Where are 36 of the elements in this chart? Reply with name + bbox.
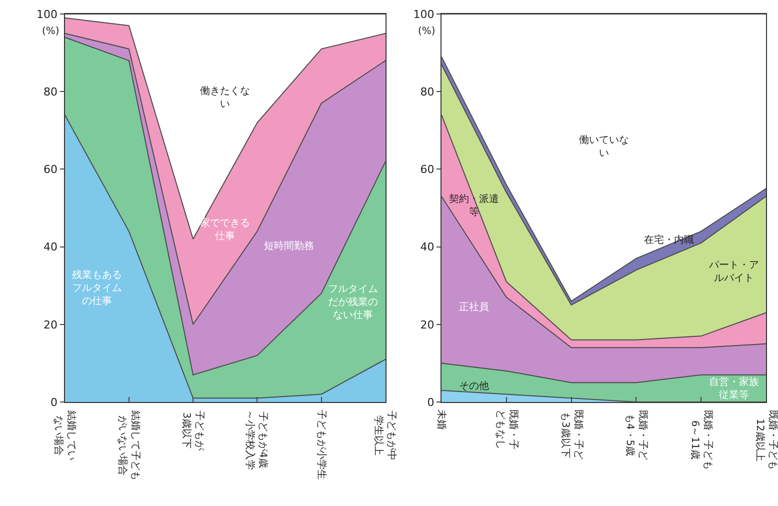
y-tick-label: 40: [44, 240, 58, 254]
y-tick-label: 0: [50, 396, 58, 409]
y-axis-title: (%): [418, 26, 436, 37]
y-tick-label: 0: [427, 396, 434, 409]
y-axis-title: (%): [42, 26, 60, 37]
x-tick-label: 既婚・子ども4・5歳: [624, 410, 648, 460]
x-tick-label: 既婚・子ども3歳以下: [559, 410, 584, 460]
x-tick-label: 既婚・子ども12歳以上: [754, 410, 778, 470]
series-label: その他: [459, 380, 489, 392]
x-tick-label: 子どもが4歳～小学校入学: [244, 410, 270, 470]
series-label: 契約・派遣等: [449, 193, 499, 218]
y-tick-label: 100: [413, 8, 434, 21]
series-label: 残業もあるフルタイムの仕事: [72, 269, 122, 307]
x-tick-label: 既婚・子どもなし: [494, 410, 518, 450]
y-tick-label: 40: [420, 240, 434, 254]
x-tick-label: 未婚: [435, 410, 448, 430]
y-tick-label: 100: [36, 8, 58, 21]
series-label: フルタイムだが残業のない仕事: [328, 284, 378, 321]
y-tick-label: 80: [44, 85, 58, 98]
y-tick-label: 20: [44, 318, 58, 332]
x-tick-label: 子どもが小学生: [315, 410, 328, 480]
y-tick-label: 20: [420, 318, 434, 332]
y-tick-label: 60: [44, 163, 58, 176]
y-tick-label: 60: [420, 163, 434, 176]
x-tick-label: 結婚していない場合: [52, 410, 76, 461]
series-label: パート・アルバイト: [708, 260, 759, 284]
series-label: 自営・家族従業等: [709, 376, 759, 401]
y-tick-label: 80: [420, 85, 434, 98]
series-label: 短時間勤務: [264, 240, 314, 252]
x-tick-label: 既婚・子ども6～11歳: [689, 410, 714, 470]
x-tick-label: 子どもが3歳以下: [180, 410, 205, 452]
x-tick-label: 子どもが中学生以上: [372, 410, 398, 460]
x-tick-label: 結婚して子どもがいない場合: [116, 410, 140, 481]
series-label: 働きたくない: [200, 85, 250, 110]
series-label: 働いていない: [579, 134, 629, 159]
series-label: 正社員: [459, 301, 489, 313]
